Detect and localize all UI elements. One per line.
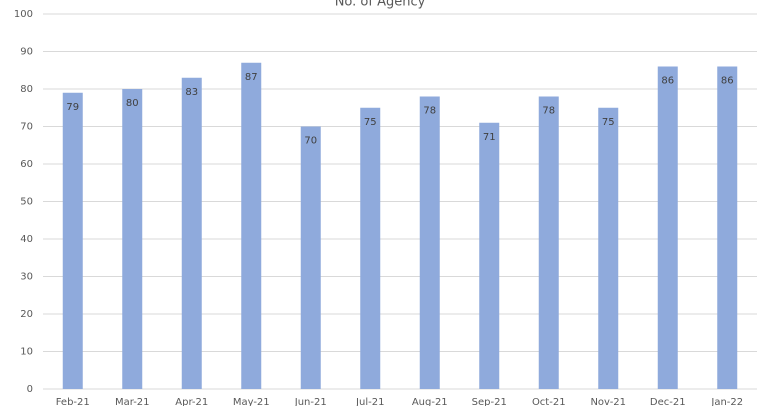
data-label: 75 (602, 117, 615, 128)
bar (717, 66, 738, 389)
y-tick-label: 80 (20, 84, 33, 95)
x-tick-label: Oct-21 (532, 397, 566, 406)
data-label: 75 (364, 117, 377, 128)
x-tick-label: Jan-22 (710, 397, 743, 406)
y-tick-label: 10 (20, 347, 33, 358)
y-tick-label: 70 (20, 122, 33, 133)
data-label: 86 (661, 76, 674, 87)
x-tick-label: Dec-21 (650, 397, 686, 406)
bar (360, 107, 381, 389)
x-tick-label: Feb-21 (56, 397, 90, 406)
data-label: 70 (304, 136, 317, 147)
y-tick-label: 100 (14, 9, 33, 20)
bar (300, 126, 321, 389)
x-tick-label: Aug-21 (412, 397, 448, 406)
x-tick-label: Nov-21 (590, 397, 626, 406)
x-tick-label: Sep-21 (472, 397, 507, 406)
bar (657, 66, 678, 389)
data-label: 78 (423, 106, 436, 117)
x-tick-label: Jun-21 (294, 397, 327, 406)
y-tick-label: 30 (20, 272, 33, 283)
bar (241, 62, 262, 389)
data-label: 80 (126, 98, 139, 109)
chart-title: No. of Agency (335, 0, 426, 10)
y-tick-label: 60 (20, 159, 33, 170)
bar (181, 77, 202, 389)
bar (419, 96, 440, 389)
bar (122, 89, 143, 389)
x-tick-label: May-21 (233, 397, 270, 406)
bar (598, 107, 619, 389)
x-tick-label: Mar-21 (115, 397, 150, 406)
bar (479, 122, 500, 389)
bar (62, 92, 83, 389)
x-tick-label: Jul-21 (355, 397, 384, 406)
y-tick-label: 0 (27, 384, 33, 395)
data-label: 78 (542, 106, 555, 117)
data-label: 87 (245, 72, 258, 83)
y-tick-label: 40 (20, 234, 33, 245)
x-tick-label: Apr-21 (175, 397, 208, 406)
data-label: 71 (483, 132, 496, 143)
y-tick-label: 50 (20, 197, 33, 208)
bar (538, 96, 559, 389)
data-label: 79 (66, 102, 79, 113)
y-tick-label: 90 (20, 47, 33, 58)
y-tick-label: 20 (20, 309, 33, 320)
data-label: 83 (185, 87, 198, 98)
data-label: 86 (721, 76, 734, 87)
